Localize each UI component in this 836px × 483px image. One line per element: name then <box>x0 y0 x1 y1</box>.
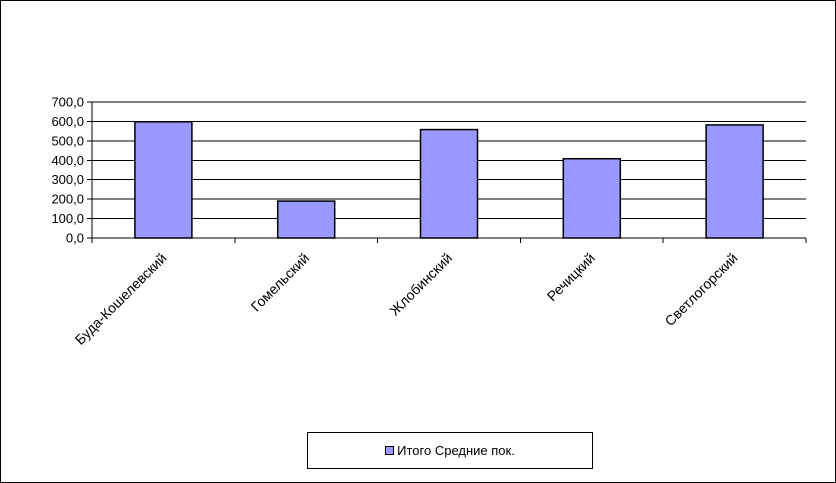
x-tick-label: Гомельский <box>248 250 313 315</box>
bar <box>419 128 479 239</box>
y-tick-label: 500,0 <box>51 133 84 148</box>
legend-label: Итого Средние пок. <box>397 443 515 458</box>
x-tick-label: Жлобинский <box>386 250 455 319</box>
y-tick-label: 200,0 <box>51 192 84 207</box>
y-tick-label: 400,0 <box>51 153 84 168</box>
x-tick-label: Светлогорский <box>661 250 740 329</box>
legend-swatch <box>385 446 395 455</box>
bar <box>276 200 336 239</box>
bar <box>705 124 764 239</box>
y-tick-label: 700,0 <box>51 95 84 110</box>
x-tick-label: Буда-Кошелевский <box>72 250 170 348</box>
y-tick-label: 0,0 <box>66 231 84 246</box>
bar <box>562 157 622 239</box>
x-tick-label: Речицкий <box>544 250 598 304</box>
legend: Итого Средние пок. <box>307 432 593 469</box>
y-tick-label: 600,0 <box>51 114 84 129</box>
y-tick-label: 300,0 <box>51 172 84 187</box>
bar <box>134 121 193 239</box>
y-tick-label: 100,0 <box>51 211 84 226</box>
